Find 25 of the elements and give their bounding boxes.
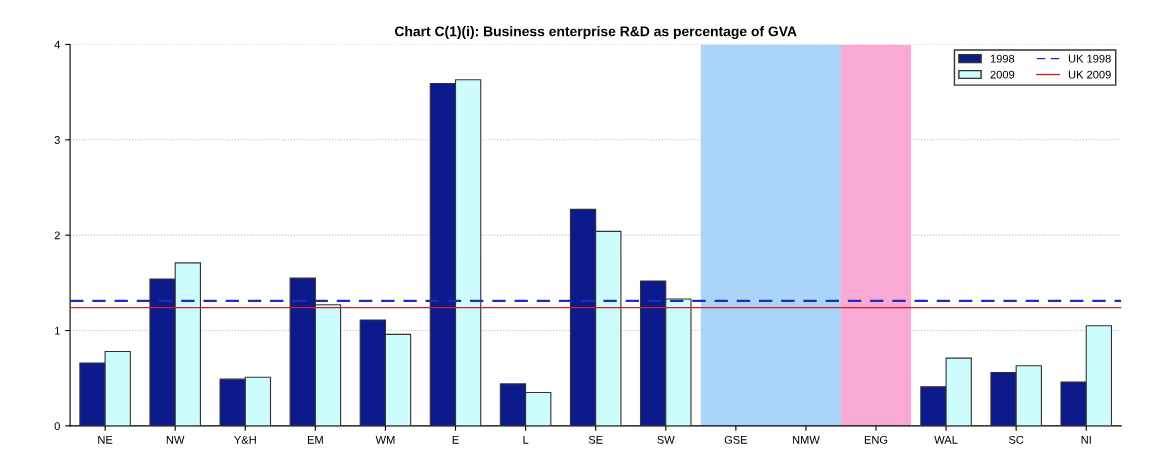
x-tick-label: NW <box>166 436 185 444</box>
x-tick-label: GSE <box>724 435 748 444</box>
x-tick-label: SE <box>588 435 603 444</box>
x-tick-label: E <box>452 436 459 444</box>
legend-label: 2009 <box>990 70 1015 79</box>
x-tick-label: NE <box>98 436 113 444</box>
x-tick-label: WM <box>375 436 395 444</box>
y-tick-label: 1 <box>55 326 60 335</box>
x-tick-label: WAL <box>934 436 958 444</box>
x-tick-label: EM <box>307 436 323 444</box>
x-tick-label: NMW <box>792 436 820 444</box>
x-tick-label: Y&H <box>234 435 256 444</box>
x-tick-label: SC <box>1008 435 1024 444</box>
y-tick-label: 4 <box>54 40 61 49</box>
y-tick-label: 2 <box>54 231 60 240</box>
legend-label: UK 2009 <box>1068 70 1111 79</box>
y-tick-label: 0 <box>54 422 60 431</box>
y-tick-label: 3 <box>54 136 60 144</box>
x-tick-label: SW <box>657 435 675 444</box>
chart-title: Chart C(1)(i): Business enterprise R&D as percentage of GVA <box>394 26 797 40</box>
x-tick-label: ENG <box>864 435 888 444</box>
x-tick-label: NI <box>1081 436 1091 444</box>
legend-label: 1998 <box>990 54 1015 63</box>
legend-label: UK 1998 <box>1068 54 1111 63</box>
x-tick-label: L <box>523 436 529 444</box>
